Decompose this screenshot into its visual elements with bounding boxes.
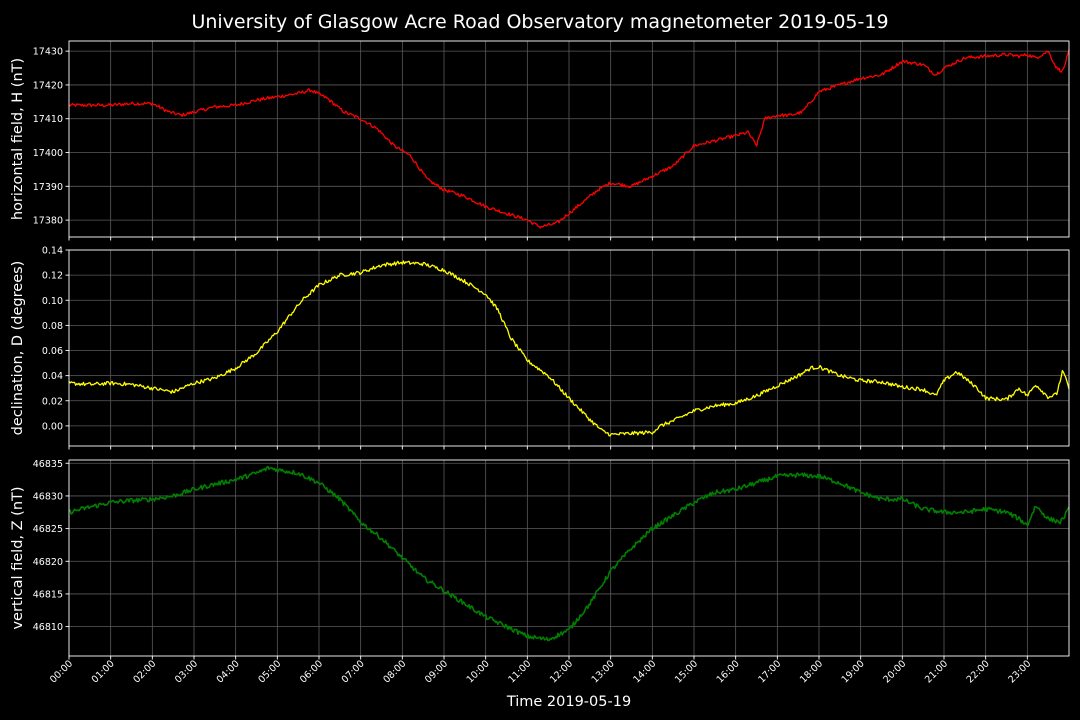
x-tick-label: 13:00 (590, 658, 617, 685)
y-axis-label: declination, D (degrees) (10, 261, 26, 436)
x-tick-label: 21:00 (923, 658, 950, 685)
panel-frame (68, 40, 1070, 238)
x-tick-label: 04:00 (215, 658, 242, 685)
panel-frame (68, 459, 1070, 657)
y-tick-label: 17420 (33, 80, 63, 91)
y-tick-label: 0.04 (42, 371, 63, 382)
x-tick-label: 20:00 (881, 658, 908, 685)
x-tick-label: 01:00 (90, 658, 117, 685)
series-line-D (68, 260, 1070, 437)
x-axis-label: Time 2019-05-19 (506, 694, 631, 710)
y-tick-label: 46815 (33, 589, 63, 600)
y-tick-label: 0.12 (42, 271, 63, 282)
y-tick-label: 0.06 (42, 346, 63, 357)
x-tick-label: 23:00 (1006, 658, 1033, 685)
y-tick-label: 17430 (33, 47, 63, 58)
y-tick-label: 0.08 (42, 321, 63, 332)
panel-frame (68, 249, 1070, 447)
y-tick-label: 0.00 (42, 421, 63, 432)
panel-H: 17380 17390 17400 17410 17420 17430 horizontal… (10, 40, 1070, 241)
chart-title: University of Glasgow Acre Road Observat… (191, 11, 888, 33)
y-tick-label: 17390 (33, 182, 63, 193)
y-tick-label: 46825 (33, 524, 63, 535)
x-tick-label: 17:00 (756, 658, 783, 685)
x-tick-label: 08:00 (381, 658, 408, 685)
y-axis-label: vertical field, Z (nT) (10, 486, 26, 629)
x-tick-label: 06:00 (298, 658, 325, 685)
x-tick-label: 19:00 (840, 658, 867, 685)
y-axis-label: horizontal field, H (nT) (10, 58, 26, 220)
x-tick-label: 05:00 (256, 658, 283, 685)
x-tick-label: 12:00 (548, 658, 575, 685)
y-tick-label: 46830 (33, 491, 63, 502)
panel-D: 0.00 0.02 0.04 0.06 0.08 0.10 0.12 0.14 declinat… (10, 246, 1070, 450)
y-tick-label: 0.02 (42, 396, 63, 407)
y-tick-label: 0.10 (42, 296, 63, 307)
y-tick-label: 17400 (33, 148, 63, 159)
x-tick-label: 09:00 (423, 658, 450, 685)
y-tick-label: 46810 (33, 622, 63, 633)
y-tick-label: 46835 (33, 459, 63, 470)
x-tick-label: 10:00 (465, 658, 492, 685)
y-tick-label: 17380 (33, 216, 63, 227)
x-tick-label: 22:00 (965, 658, 992, 685)
y-tick-label: 0.14 (42, 246, 63, 257)
series-line-Z (69, 465, 1070, 642)
x-tick-label: 18:00 (798, 658, 825, 685)
x-tick-label: 16:00 (715, 658, 742, 685)
x-tick-label: 00:00 (48, 658, 75, 685)
x-tick-label: 07:00 (340, 658, 367, 685)
x-tick-label: 02:00 (131, 658, 158, 685)
panel-Z: 46810 46815 46820 46825 46830 46835 vertical f… (10, 459, 1070, 660)
y-tick-label: 46820 (33, 557, 63, 568)
x-tick-label: 03:00 (173, 658, 200, 685)
x-tick-label: 14:00 (631, 658, 658, 685)
panels: 17380 17390 17400 17410 17420 17430 horizontal… (10, 40, 1070, 685)
series-line-H (68, 49, 1070, 229)
y-tick-label: 17410 (33, 114, 63, 125)
x-tick-label: 11:00 (506, 658, 533, 685)
x-tick-label: 15:00 (673, 658, 700, 685)
